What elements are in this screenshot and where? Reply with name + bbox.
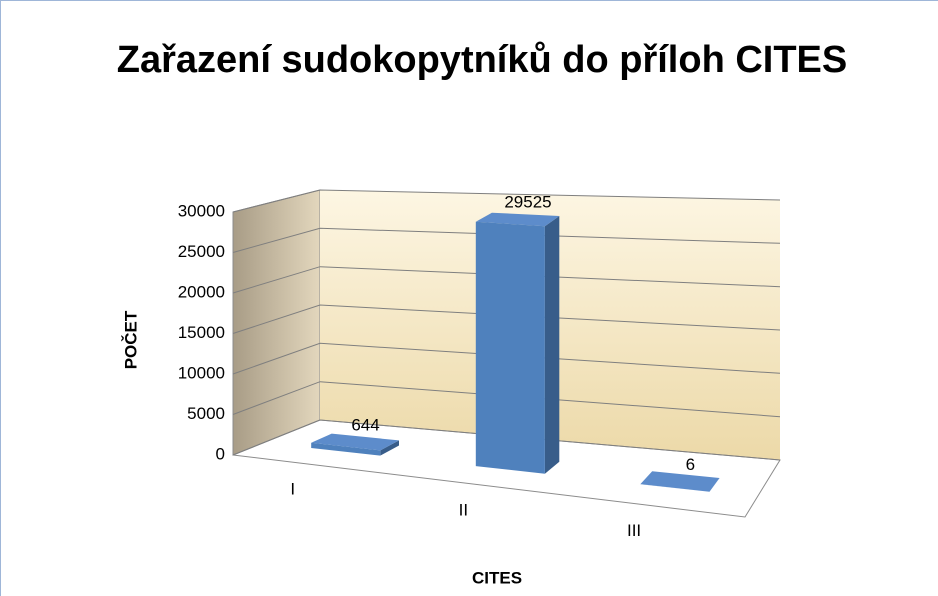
y-tick-label: 5000 xyxy=(187,404,225,423)
chart-title: Zařazení sudokopytníků do příloh CITES xyxy=(117,39,848,81)
y-tick-label: 10000 xyxy=(178,363,225,382)
value-label: 29525 xyxy=(504,193,551,212)
left-wall xyxy=(232,189,321,456)
x-tick-label: III xyxy=(627,521,641,540)
y-tick-label: 20000 xyxy=(178,282,225,301)
bar-top xyxy=(640,471,720,492)
bar-top xyxy=(475,212,560,227)
grid-line xyxy=(232,342,781,375)
bar xyxy=(475,221,545,474)
grid-line xyxy=(232,189,781,213)
y-tick-label: 30000 xyxy=(178,201,225,220)
bar-side xyxy=(544,216,560,474)
bar xyxy=(311,442,381,456)
x-tick-label: I xyxy=(290,480,295,499)
value-label: 6 xyxy=(686,455,695,474)
value-label: 644 xyxy=(351,415,379,434)
bar-side xyxy=(380,440,399,456)
grid-line xyxy=(232,381,781,418)
y-tick-label: 25000 xyxy=(178,242,225,261)
bar xyxy=(640,484,710,492)
y-tick-label: 0 xyxy=(216,444,225,463)
x-axis-label: CITES xyxy=(472,568,522,587)
grid-line xyxy=(232,304,781,334)
y-axis-label: POČET xyxy=(121,310,140,369)
grid-line xyxy=(232,266,781,294)
bar-side xyxy=(709,478,720,492)
x-tick-label: II xyxy=(459,500,468,519)
y-tick-label: 15000 xyxy=(178,323,225,342)
grid-line xyxy=(232,227,781,253)
grid-line xyxy=(232,419,781,461)
bar-top xyxy=(311,433,399,451)
